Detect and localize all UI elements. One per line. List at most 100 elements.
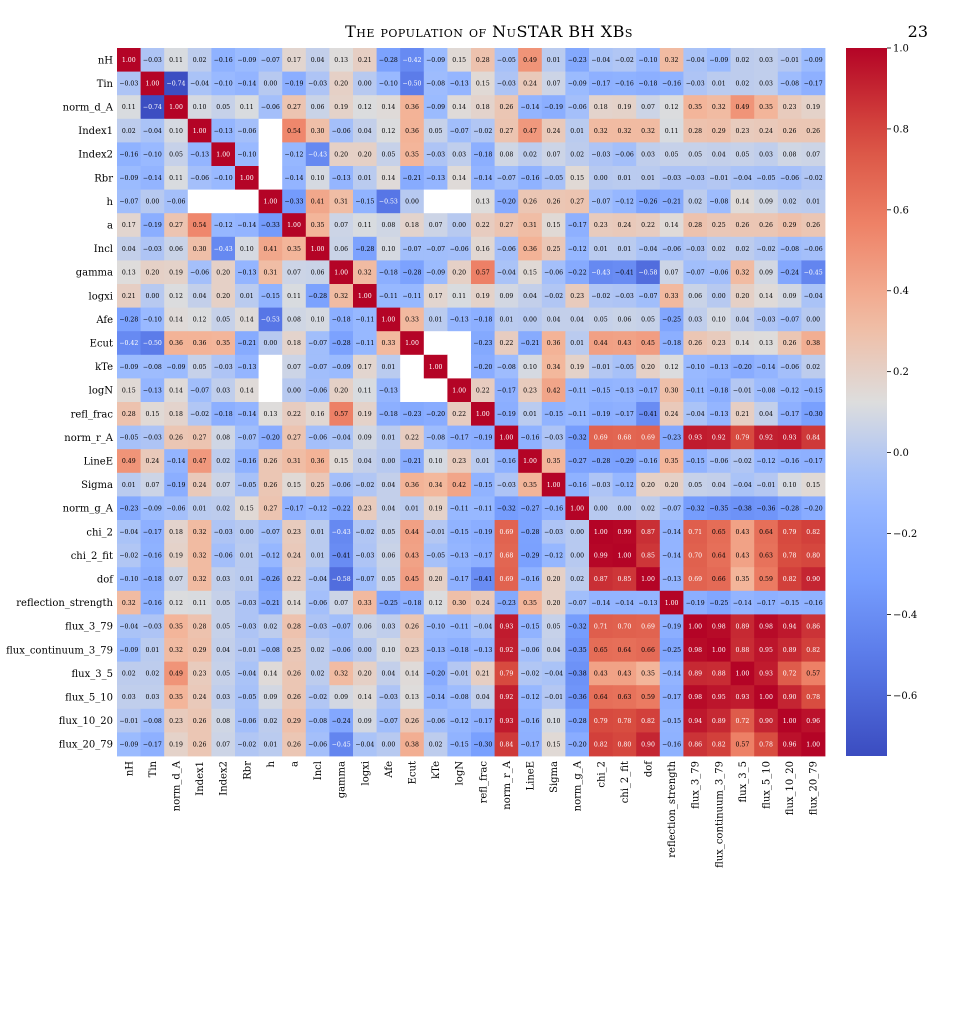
heatmap-cell-value: −0.17 — [757, 600, 776, 607]
heatmap-cell — [754, 284, 779, 308]
x-tick-label: reflection_strength — [667, 760, 678, 857]
heatmap-cell-value: 0.35 — [523, 600, 537, 607]
heatmap-cell — [423, 48, 448, 72]
heatmap-cell-value: 0.20 — [547, 576, 561, 583]
heatmap-cell-value: 0.26 — [806, 222, 820, 229]
heatmap-cell — [164, 166, 189, 190]
heatmap-cell-value: 0.93 — [736, 694, 750, 701]
heatmap-cell-value: −0.07 — [119, 199, 138, 206]
heatmap-cell-value: 0.43 — [618, 671, 632, 678]
heatmap-cell — [565, 472, 590, 497]
heatmap-cell — [801, 661, 826, 686]
x-tick-label: Afe — [384, 761, 395, 779]
heatmap-cell-value: −0.58 — [639, 269, 658, 276]
heatmap-cell-value: −0.23 — [662, 435, 681, 442]
heatmap-cell — [282, 472, 307, 497]
heatmap-cell — [305, 284, 330, 308]
x-tick-label: chi_2 — [596, 761, 607, 788]
heatmap-cell-value: 0.31 — [287, 458, 301, 465]
heatmap-cell-value: 0.36 — [405, 128, 419, 135]
heatmap-cell — [258, 189, 283, 214]
heatmap-cell-value: −0.12 — [450, 718, 469, 725]
heatmap-cell-value: 0.33 — [665, 293, 679, 300]
heatmap-cell — [282, 260, 307, 285]
heatmap-cell-value: −0.53 — [379, 199, 398, 206]
heatmap-cell — [423, 260, 448, 285]
heatmap-cell — [612, 71, 637, 96]
heatmap-cell-value: 0.96 — [806, 718, 820, 725]
heatmap-cell — [187, 118, 212, 143]
heatmap-cell — [164, 496, 189, 521]
heatmap-cell-value: 0.02 — [570, 151, 584, 158]
heatmap-cell — [282, 354, 307, 379]
heatmap-cell-value: 0.15 — [547, 222, 561, 229]
heatmap-cell-value: 0.35 — [216, 340, 230, 347]
heatmap-cell-value: −0.06 — [709, 458, 728, 465]
heatmap-cell-value: 0.86 — [688, 741, 702, 748]
heatmap-cell — [707, 661, 731, 686]
heatmap-cell — [258, 425, 283, 450]
heatmap-cell — [353, 189, 377, 214]
heatmap-cell — [211, 685, 236, 710]
heatmap-cell-value: −0.12 — [568, 246, 587, 253]
heatmap-cell — [329, 307, 354, 332]
heatmap-cell — [659, 520, 684, 544]
x-tick-label: h — [266, 760, 277, 767]
heatmap-cell — [376, 567, 401, 592]
heatmap-cell-value: 0.13 — [759, 340, 773, 347]
heatmap-cell — [164, 567, 189, 592]
heatmap-cell-value: 0.01 — [618, 246, 632, 253]
heatmap-cell-value: 0.85 — [618, 576, 632, 583]
heatmap-cell-value: 0.28 — [287, 623, 301, 630]
heatmap-cell-value: −0.14 — [733, 600, 752, 607]
heatmap-cell — [258, 236, 283, 261]
heatmap-cell — [754, 354, 779, 379]
heatmap-cell — [471, 567, 495, 592]
heatmap-cell-value: 0.11 — [169, 175, 183, 182]
heatmap-cell — [140, 449, 165, 474]
heatmap-cell-value: −0.28 — [355, 246, 374, 253]
heatmap-cell-value: 0.99 — [594, 553, 608, 560]
heatmap-cell-value: 0.32 — [334, 671, 348, 678]
heatmap-cell-value: −0.14 — [143, 175, 162, 182]
heatmap-cell — [518, 708, 543, 733]
x-tick-label: flux_3_79 — [691, 761, 702, 809]
heatmap-cell — [235, 472, 259, 497]
heatmap-cell-value: −0.12 — [615, 482, 634, 489]
heatmap-cell — [211, 118, 236, 143]
heatmap-cell — [400, 260, 425, 285]
heatmap-cell — [801, 284, 826, 308]
heatmap-cell-value: 0.00 — [594, 175, 608, 182]
heatmap-cell — [565, 402, 590, 426]
heatmap-cell — [683, 567, 708, 592]
heatmap-cell-value: 0.38 — [405, 741, 419, 748]
heatmap-cell-value: −0.17 — [662, 694, 681, 701]
heatmap-cell-value: −0.03 — [237, 600, 256, 607]
heatmap-cell — [282, 590, 307, 615]
heatmap-cell — [683, 213, 708, 238]
heatmap-cell — [754, 118, 779, 143]
heatmap-cell-value: 0.72 — [783, 671, 797, 678]
heatmap-cell-value: 0.23 — [452, 458, 466, 465]
heatmap-cell-value: −0.15 — [473, 482, 492, 489]
heatmap-cell — [282, 402, 307, 426]
heatmap-cell — [659, 331, 684, 356]
heatmap-cell-value: −0.41 — [639, 411, 658, 418]
heatmap-cell-value: 0.03 — [216, 694, 230, 701]
heatmap-cell — [494, 95, 519, 120]
heatmap-cell-value: −0.50 — [403, 81, 422, 88]
heatmap-cell-value: −0.05 — [615, 364, 634, 371]
heatmap-cell-value: 0.12 — [193, 317, 207, 324]
heatmap-cell-value: −0.35 — [709, 505, 728, 512]
heatmap-cell — [329, 213, 354, 238]
heatmap-cell-value: 0.05 — [665, 151, 679, 158]
heatmap-cell-value: −0.17 — [450, 576, 469, 583]
heatmap-cell — [305, 425, 330, 450]
heatmap-cell-value: −0.10 — [686, 364, 705, 371]
heatmap-cell-value: 0.23 — [287, 529, 301, 536]
heatmap-cell-value: 0.30 — [452, 600, 466, 607]
heatmap-cell — [423, 520, 448, 544]
heatmap-cell-value: −0.08 — [426, 435, 445, 442]
heatmap-cell-value: −0.20 — [261, 435, 280, 442]
heatmap-cell — [211, 213, 236, 238]
